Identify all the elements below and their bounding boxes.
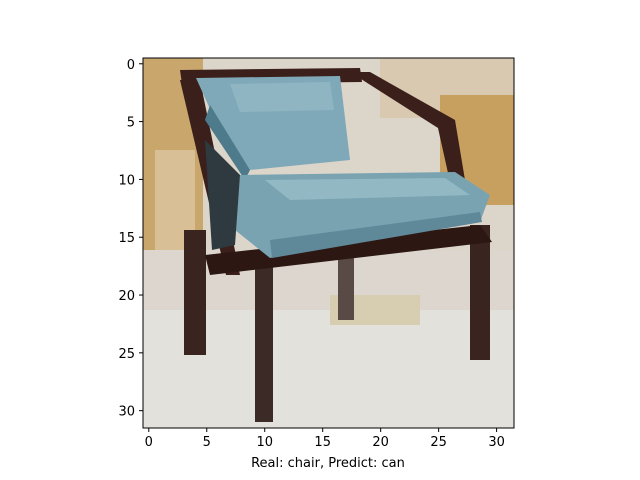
y-tick-label: 10 — [118, 173, 135, 188]
chair-backrest-highlight — [230, 82, 334, 112]
y-tick-label: 0 — [127, 58, 135, 73]
y-axis-ticks: 0 5 10 15 20 25 30 — [118, 58, 143, 420]
x-tick-label: 10 — [256, 435, 273, 450]
chair-armrest-right — [350, 72, 465, 182]
x-tick-label: 30 — [488, 435, 505, 450]
y-tick-label: 5 — [127, 116, 135, 131]
chair-leg-front-right — [470, 225, 490, 360]
chair-seat-front-shadow — [270, 212, 482, 258]
axes-frame — [142, 57, 515, 429]
y-tick-label: 15 — [118, 231, 135, 246]
y-tick-label: 25 — [118, 347, 135, 362]
x-axis-label: Real: chair, Predict: can — [251, 456, 405, 471]
x-tick-label: 15 — [314, 435, 331, 450]
x-tick-label: 5 — [203, 435, 211, 450]
y-tick-label: 30 — [118, 405, 135, 420]
chair-image — [143, 58, 514, 428]
x-tick-label: 0 — [145, 435, 153, 450]
chair-backrest-shadow — [205, 105, 250, 180]
y-tick-label: 20 — [118, 289, 135, 304]
chair-seat-highlight — [265, 178, 470, 200]
x-tick-label: 20 — [372, 435, 389, 450]
chair-leg-back-right — [338, 250, 354, 320]
chair-seat-side-shadow — [205, 140, 240, 250]
chair-leg-back-left — [184, 230, 206, 355]
x-tick-label: 25 — [430, 435, 447, 450]
chair-seat-underframe — [205, 225, 492, 275]
chair-leg-front-left — [255, 262, 273, 422]
x-axis-ticks: 0 5 10 15 20 25 30 — [145, 428, 505, 450]
